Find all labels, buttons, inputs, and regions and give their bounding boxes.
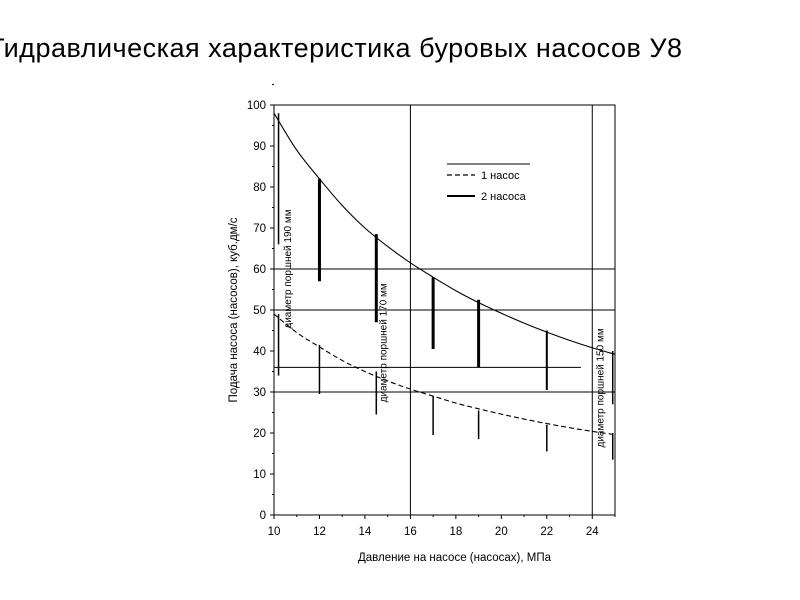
y-tick-label: 100 [247,100,266,112]
x-tick-label: 10 [268,526,281,538]
x-tick-label: 14 [359,526,372,538]
y-tick-label: 40 [253,346,266,358]
y-axis-label: Подача насоса (насосов), куб.дм/с [228,217,240,402]
gridlines [274,105,615,515]
y-tick-label: 0 [260,510,266,522]
page-title: Гидравлическая характеристика буровых на… [0,33,683,63]
legend-label: 1 насос [481,170,520,182]
legend: 1 насос 2 насоса [447,163,530,203]
piston-diameter-label: диаметр поршней 190 мм [283,209,294,328]
y-tick-label: 60 [253,264,266,276]
y-tick-label: 80 [253,182,266,194]
series-line-2-pumps [273,112,616,355]
y-tick-label: 90 [253,141,266,153]
x-tick-label: 12 [313,526,326,538]
x-axis-label: Давление на насосе (насосах), МПа [358,552,552,564]
x-tick-label: 22 [540,526,553,538]
y-tick-label: 70 [253,223,266,235]
y-tick-label: 10 [253,469,266,481]
y-tick-label: 20 [253,428,266,440]
piston-diameter-label: диаметр поршней 170 мм [379,283,390,402]
series-line-1-pump [273,313,616,436]
y-tick-label: 50 [253,305,266,317]
series-lines [273,112,616,436]
x-tick-label: 20 [495,526,508,538]
flow-range-bars [277,113,614,460]
x-tick-label: 24 [586,526,599,538]
piston-diameter-annotations: диаметр поршней 190 мм диаметр поршней 17… [283,209,607,447]
y-tick-label: 30 [253,387,266,399]
x-tick-label: 16 [404,526,417,538]
legend-label: 2 насоса [481,191,527,203]
piston-diameter-label: диаметр поршней 150 мм [596,328,607,447]
x-tick-label: 18 [449,526,462,538]
